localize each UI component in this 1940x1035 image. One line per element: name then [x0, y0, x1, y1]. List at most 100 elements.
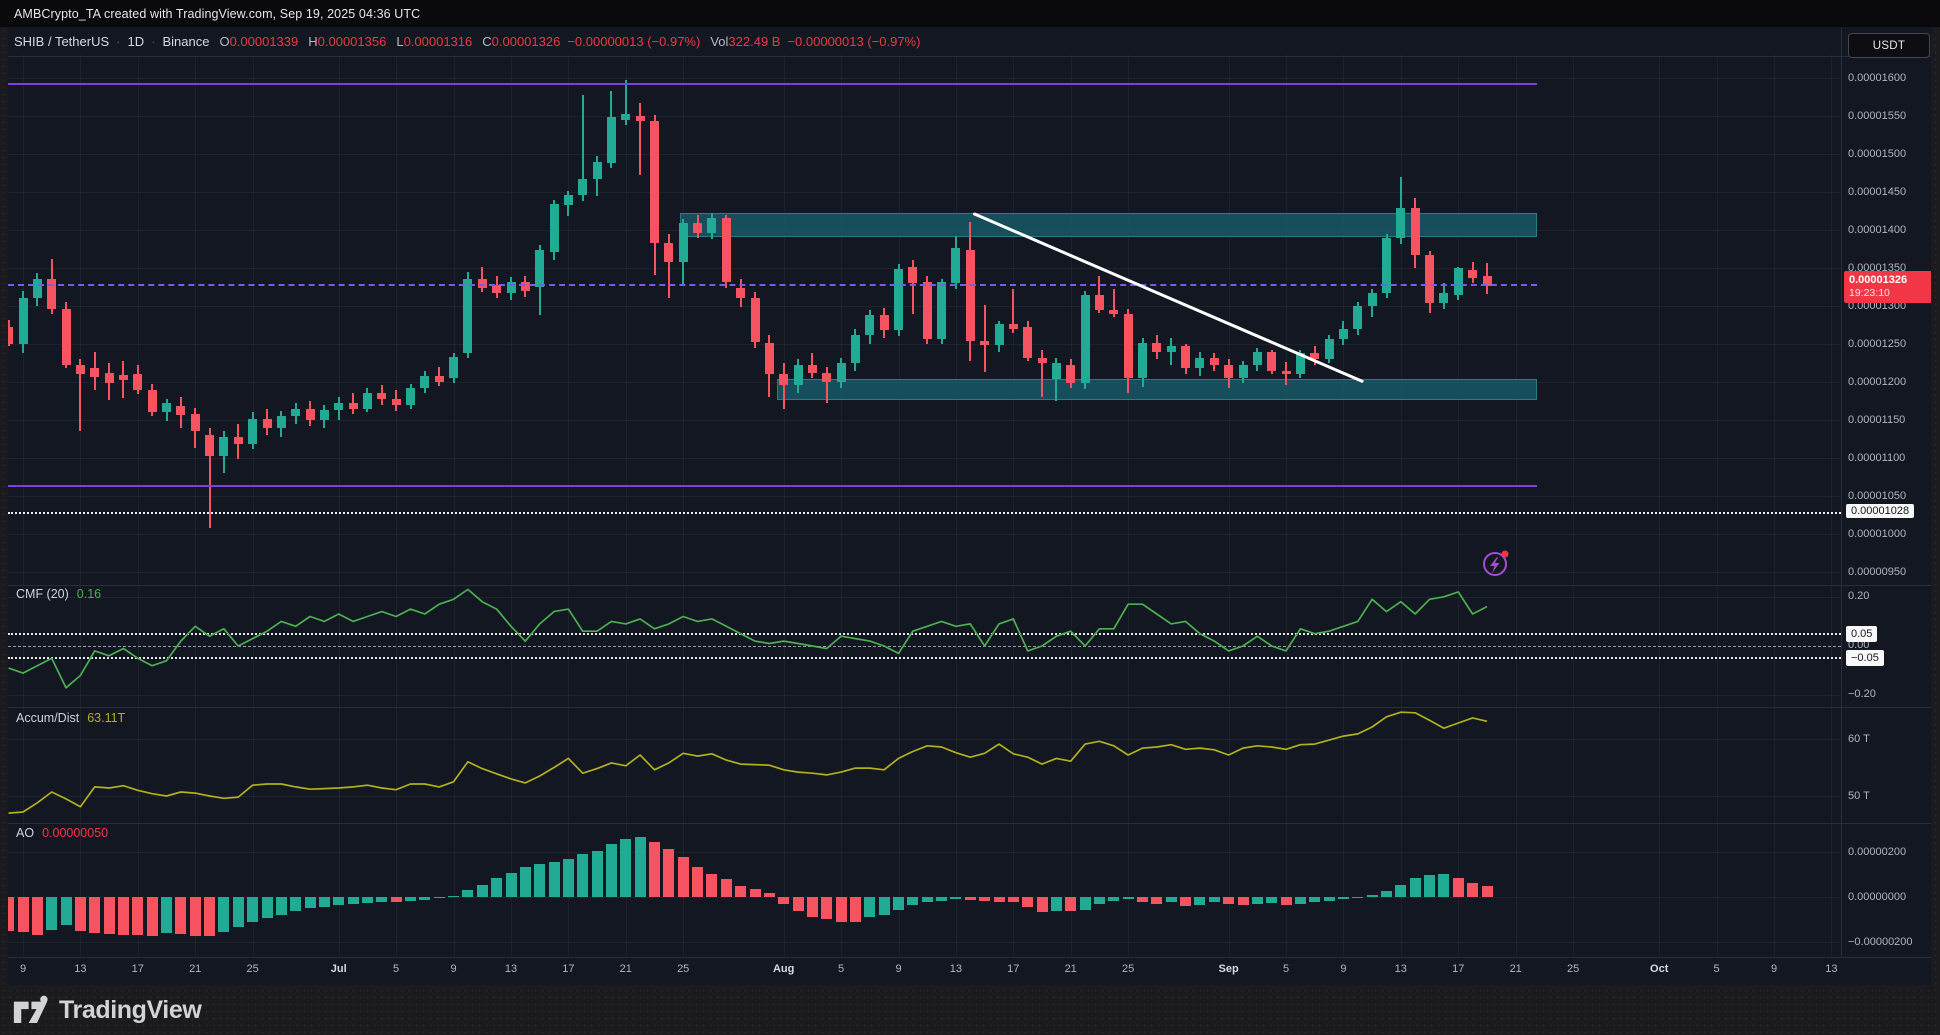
ao-histogram-bar [979, 897, 991, 901]
candle [1051, 363, 1061, 379]
time-axis-label: 17 [1007, 963, 1020, 975]
currency-toggle-button[interactable]: USDT [1848, 33, 1930, 58]
candle [492, 284, 502, 294]
candle [1195, 357, 1205, 369]
ao-histogram-bar [419, 897, 431, 900]
candle [477, 279, 487, 288]
ao-histogram-bar [1151, 897, 1163, 904]
tradingview-logo-mark [13, 995, 48, 1023]
time-axis-label: 13 [74, 963, 87, 975]
grid-line-vertical [80, 55, 82, 957]
cmf-title: CMF (20) [16, 587, 69, 601]
ao-histogram-bar [31, 897, 43, 936]
accum-dist-title: Accum/Dist [16, 711, 80, 725]
grid-line-vertical [1659, 55, 1661, 957]
grid-line-vertical [625, 55, 627, 957]
time-axis-label: 17 [131, 963, 144, 975]
ao-histogram-bar [333, 897, 345, 906]
candle [908, 266, 918, 284]
ao-histogram-bar [60, 897, 72, 926]
candle [1209, 357, 1219, 366]
ao-histogram-bar [1237, 897, 1249, 905]
candle [118, 375, 128, 380]
candle [162, 403, 171, 413]
candle [362, 392, 372, 409]
cmf-zero-line [8, 646, 1841, 647]
candle [276, 416, 286, 428]
candle [133, 374, 143, 391]
ao-histogram-bar [1022, 897, 1034, 908]
candle [176, 405, 186, 415]
ao-histogram-bar [261, 897, 273, 918]
ao-histogram-bar [806, 897, 818, 918]
ao-histogram-bar [1481, 885, 1493, 898]
candle [1382, 237, 1391, 294]
candle [549, 204, 559, 253]
ao-histogram-bar [1208, 897, 1220, 902]
candle [1439, 293, 1449, 303]
grid-line-vertical [1716, 55, 1718, 957]
ao-indicator-label[interactable]: AO 0.00000050 [16, 826, 108, 840]
ao-histogram-bar [706, 873, 718, 897]
high-label: H [308, 34, 318, 49]
ao-histogram-bar [778, 897, 790, 904]
ao-histogram-bar [1050, 897, 1062, 911]
time-axis-label: 13 [504, 963, 518, 975]
candle-wick [581, 94, 584, 202]
candle [635, 116, 645, 121]
tradingview-logo[interactable]: TradingView [12, 995, 202, 1025]
cmf-line [8, 588, 1488, 689]
time-axis-label: 21 [1509, 963, 1522, 975]
candle [8, 327, 14, 344]
candle-wick [782, 363, 785, 409]
time-axis-label: 25 [1566, 963, 1580, 975]
accum-dist-indicator-label[interactable]: Accum/Dist 63.11T [16, 711, 125, 725]
candle [693, 223, 702, 234]
price-axis-label: 0.00001250 [1848, 338, 1907, 350]
cmf-indicator-label[interactable]: CMF (20) 0.16 [16, 587, 101, 601]
flash-idea-icon[interactable] [1480, 547, 1512, 584]
price-axis-label: 0.00001450 [1848, 186, 1907, 198]
candle [606, 116, 616, 164]
chart-widget[interactable]: SHIB / TetherUS · 1D · Binance O0.000013… [8, 27, 1931, 985]
grid-line-vertical [195, 55, 197, 957]
ao-histogram-bar [46, 897, 58, 930]
candle [147, 390, 157, 413]
candle [1324, 339, 1334, 360]
candle [1138, 342, 1147, 379]
ao-histogram-bar [390, 897, 402, 903]
candle [520, 282, 530, 291]
time-axis-label: 13 [1394, 963, 1407, 975]
ao-histogram-bar [663, 848, 675, 897]
cmf-lower-threshold-line [8, 657, 1841, 660]
ao-histogram-bar [1065, 897, 1077, 911]
accum-dist-axis-label: 50 T [1848, 790, 1870, 802]
candle-wick [825, 366, 828, 404]
change-value: −0.00000013 (−0.97%) [567, 34, 701, 49]
symbol-info-bar[interactable]: SHIB / TetherUS · 1D · Binance O0.000013… [14, 27, 920, 56]
candle [233, 436, 243, 445]
pane-separator [8, 823, 1931, 824]
cmf-axis-label: 0.00 [1848, 639, 1870, 651]
grid-line-horizontal [8, 695, 1841, 697]
separator: · [116, 34, 121, 49]
ao-histogram-bar [103, 897, 115, 935]
ao-histogram-bar [1366, 894, 1378, 898]
ao-histogram-bar [1079, 897, 1091, 910]
candle [449, 356, 458, 379]
grid-line-horizontal [8, 534, 1841, 535]
candle [90, 367, 100, 377]
ao-axis-label: 0.00000200 [1848, 846, 1907, 858]
price-axis-label: 0.00000950 [1848, 566, 1907, 578]
ao-histogram-bar [993, 897, 1005, 902]
ao-histogram-bar [218, 897, 230, 932]
candle [750, 297, 760, 343]
time-axis-label: 9 [1340, 963, 1347, 975]
grid-line-horizontal [8, 852, 1841, 853]
demand-zone [776, 379, 1538, 401]
grid-line-vertical [1573, 55, 1575, 957]
ao-histogram-bar [1323, 897, 1335, 901]
candle [1252, 351, 1262, 366]
candle [937, 281, 946, 339]
candle [1338, 328, 1348, 340]
